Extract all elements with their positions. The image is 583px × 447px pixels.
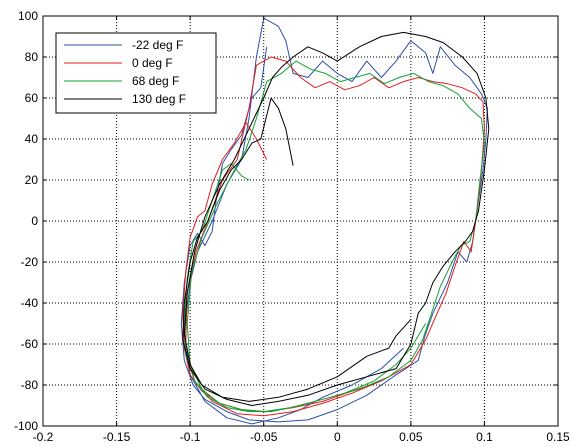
x-tick-label: 0.1 [476,430,493,444]
grid-lines [43,16,558,426]
x-tick-label: 0 [334,430,341,444]
y-tick-label: 60 [25,91,39,105]
x-tick-label: -0.15 [103,430,131,444]
y-axis-ticks: -100 -80 -60 -40 -20 0 20 40 60 80 100 [14,9,558,433]
series-line-3 [183,60,485,413]
y-tick-label: 40 [25,132,39,146]
legend-box [55,32,217,114]
series-lines [180,17,490,425]
y-tick-label: -40 [21,296,39,310]
legend: -22 deg F 0 deg F 68 deg F 130 deg F [55,32,217,114]
x-tick-label: -0.1 [180,430,201,444]
y-tick-label: -20 [21,255,39,269]
y-tick-label: -60 [21,337,39,351]
legend-label: 68 deg F [132,74,179,88]
series-line-2 [182,56,485,417]
y-tick-label: -80 [21,378,39,392]
x-tick-label: 0.15 [546,430,570,444]
y-tick-label: -100 [14,419,38,433]
x-tick-label: -0.05 [250,430,278,444]
series-line-1 [180,17,488,425]
y-tick-label: 100 [18,9,38,23]
y-tick-label: 20 [25,173,39,187]
y-tick-label: 0 [31,214,38,228]
legend-label: 0 deg F [132,56,173,70]
legend-label: -22 deg F [132,38,183,52]
y-tick-label: 80 [25,50,39,64]
x-tick-label: 0.05 [399,430,423,444]
x-tick-label: -0.2 [33,430,54,444]
legend-label: 130 deg F [132,92,186,106]
x-axis-ticks: -0.2 -0.15 -0.1 -0.05 0 0.05 0.1 0.15 [33,16,570,444]
series-line-4 [182,31,490,406]
